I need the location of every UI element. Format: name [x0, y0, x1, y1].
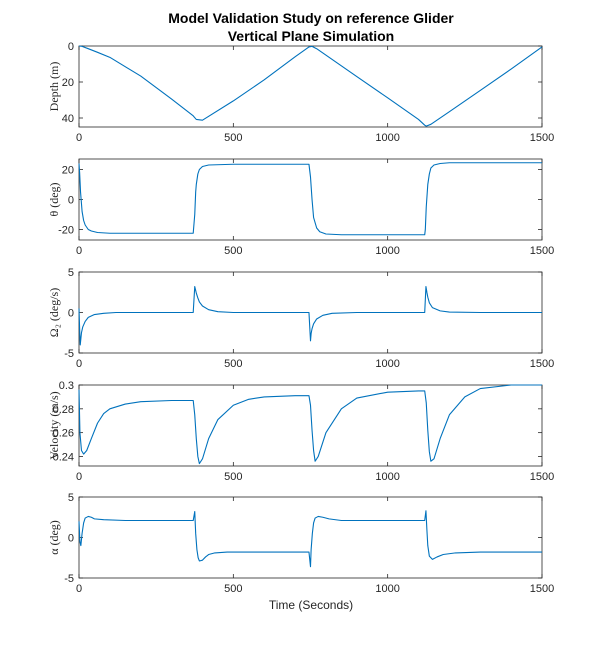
x-tick-label: 1500	[530, 471, 554, 483]
y-tick-label: 0.3	[59, 380, 74, 392]
y-tick-label: 0	[68, 195, 74, 207]
y-tick-label: -5	[64, 348, 74, 360]
y-axis-label: θ (deg)	[47, 182, 61, 216]
y-axis-label: α (deg)	[47, 520, 61, 555]
chart-title-line1: Model Validation Study on reference Glid…	[168, 10, 454, 26]
y-tick-label: 0.26	[53, 428, 74, 440]
x-tick-label: 500	[224, 471, 242, 483]
x-tick-label: 1500	[530, 245, 554, 257]
x-tick-label: 500	[224, 358, 242, 370]
x-tick-label: 0	[76, 358, 82, 370]
x-tick-label: 1000	[375, 358, 399, 370]
x-tick-label: 1000	[375, 583, 399, 595]
y-tick-label: 0	[68, 41, 74, 53]
series-line	[78, 162, 542, 236]
x-tick-label: 0	[76, 583, 82, 595]
y-tick-label: 0.28	[53, 404, 74, 416]
series-line	[78, 45, 543, 127]
y-tick-label: 40	[62, 113, 74, 125]
y-axis-label: Velocity (m/s)	[47, 391, 61, 459]
chart-title-line2: Vertical Plane Simulation	[228, 28, 395, 44]
x-tick-label: 500	[224, 245, 242, 257]
series-line	[78, 384, 542, 465]
axes-box	[78, 158, 543, 241]
y-tick-label: 5	[68, 492, 74, 504]
x-tick-label: 1000	[375, 132, 399, 144]
y-tick-label: 20	[62, 77, 74, 89]
y-tick-label: 20	[62, 165, 74, 177]
y-axis-label: Ω₂ (deg/s)	[47, 288, 61, 337]
x-tick-label: 1000	[375, 245, 399, 257]
y-tick-label: 0.24	[53, 451, 74, 463]
x-tick-label: 0	[76, 471, 82, 483]
y-tick-label: 5	[68, 267, 74, 279]
axes-box	[78, 384, 543, 467]
x-tick-label: 500	[224, 583, 242, 595]
y-tick-label: 0	[68, 533, 74, 545]
series-line	[78, 510, 542, 568]
x-tick-label: 1500	[530, 132, 554, 144]
y-tick-label: 0	[68, 308, 74, 320]
x-tick-label: 0	[76, 245, 82, 257]
x-tick-label: 1500	[530, 583, 554, 595]
x-tick-label: 500	[224, 132, 242, 144]
series-line	[78, 286, 542, 346]
x-tick-label: 1000	[375, 471, 399, 483]
y-axis-label: Depth (m)	[47, 62, 61, 112]
axes-box	[78, 45, 543, 128]
x-tick-label: 0	[76, 132, 82, 144]
x-axis-label: Time (Seconds)	[269, 598, 353, 612]
y-tick-label: -5	[64, 573, 74, 585]
x-tick-label: 1500	[530, 358, 554, 370]
y-tick-label: -20	[58, 225, 74, 237]
